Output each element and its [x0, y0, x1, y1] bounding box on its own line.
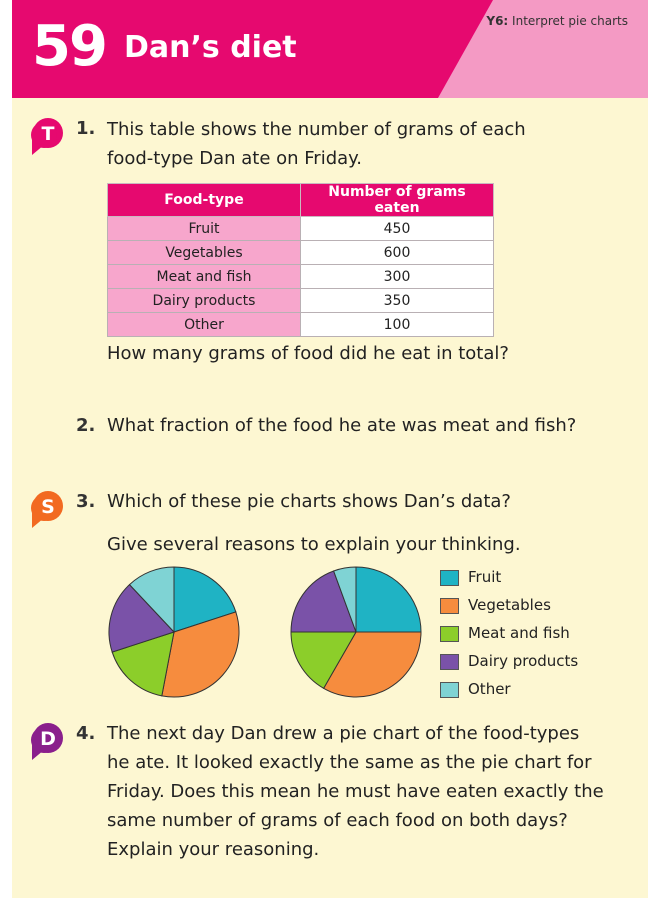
page-title: Dan’s diet	[124, 30, 297, 65]
header-banner: 59 Dan’s diet Y6: Interpret pie charts	[12, 0, 648, 98]
table-row: Other 100	[107, 312, 494, 337]
worksheet-page: 59 Dan’s diet Y6: Interpret pie charts T…	[12, 0, 648, 898]
table-row: Dairy products 350	[107, 288, 494, 313]
question-4-line-2: he ate. It looked exactly the same as th…	[107, 752, 592, 773]
legend-swatch	[440, 654, 459, 670]
s-badge-icon: S	[31, 491, 63, 528]
t-badge-icon: T	[31, 118, 63, 155]
question-1-line-2: food-type Dan ate on Friday.	[107, 148, 362, 169]
table-row: Fruit 450	[107, 216, 494, 241]
question-4-line-1: The next day Dan drew a pie chart of the…	[107, 723, 580, 744]
legend-swatch	[440, 570, 459, 586]
question-1-number: 1.	[76, 118, 96, 139]
pie-chart-a	[108, 566, 240, 698]
legend-label: Vegetables	[468, 596, 551, 614]
question-1-followup: How many grams of food did he eat in tot…	[107, 343, 509, 364]
pie-slice-fruit	[355, 566, 422, 633]
food-table: Food-type Number of grams eaten Fruit 450…	[107, 183, 494, 337]
table-row: Vegetables 600	[107, 240, 494, 265]
food-type-cell: Fruit	[107, 216, 301, 241]
pie-slice-vegetables	[322, 631, 422, 698]
pie-slice-dairy-products	[290, 570, 357, 633]
grams-cell: 450	[300, 216, 494, 241]
legend-swatch	[440, 626, 459, 642]
grams-cell: 600	[300, 240, 494, 265]
topic-prefix: Y6:	[486, 14, 509, 28]
question-1-text: This table shows the number of grams of …	[107, 115, 526, 173]
pie-slice-other	[128, 566, 175, 634]
question-4-line-3: Friday. Does this mean he must have eate…	[107, 781, 604, 802]
table-header-food-type: Food-type	[107, 183, 301, 217]
pie-slice-meat-and-fish	[111, 631, 175, 697]
table-header-row: Food-type Number of grams eaten	[107, 183, 494, 217]
legend-swatch	[440, 598, 459, 614]
table-row: Meat and fish 300	[107, 264, 494, 289]
question-3-text: Which of these pie charts shows Dan’s da…	[107, 491, 511, 512]
legend-swatch	[440, 682, 459, 698]
question-4-line-5: Explain your reasoning.	[107, 839, 320, 860]
pie-slice-dairy-products	[108, 583, 175, 653]
grams-cell: 300	[300, 264, 494, 289]
t-badge-letter: T	[42, 123, 55, 145]
question-2-number: 2.	[76, 415, 96, 436]
s-badge-letter: S	[41, 496, 55, 518]
legend-label: Fruit	[468, 568, 502, 586]
topic-label: Y6: Interpret pie charts	[486, 14, 628, 28]
question-3-followup: Give several reasons to explain your thi…	[107, 534, 521, 555]
question-4-text: The next day Dan drew a pie chart of the…	[107, 719, 604, 864]
question-2-text: What fraction of the food he ate was mea…	[107, 415, 577, 436]
d-badge-letter: D	[40, 728, 56, 750]
pie-chart-b	[290, 566, 422, 698]
food-type-cell: Meat and fish	[107, 264, 301, 289]
food-type-cell: Vegetables	[107, 240, 301, 265]
pie-slice-fruit	[173, 566, 237, 633]
food-type-cell: Dairy products	[107, 288, 301, 313]
pie-slice-meat-and-fish	[290, 631, 357, 690]
legend-label: Meat and fish	[468, 624, 570, 642]
legend-label: Dairy products	[468, 652, 579, 670]
food-type-cell: Other	[107, 312, 301, 337]
pie-slice-vegetables	[161, 611, 240, 698]
pie-slice-other	[332, 566, 357, 633]
question-1-line-1: This table shows the number of grams of …	[107, 119, 526, 140]
question-4-line-4: same number of grams of each food on bot…	[107, 810, 568, 831]
legend-label: Other	[468, 680, 511, 698]
grams-cell: 100	[300, 312, 494, 337]
question-3-number: 3.	[76, 491, 96, 512]
table-header-grams: Number of grams eaten	[300, 183, 494, 217]
d-badge-icon: D	[31, 723, 63, 760]
unit-number: 59	[32, 14, 108, 79]
question-4-number: 4.	[76, 723, 96, 744]
topic-text: Interpret pie charts	[512, 14, 628, 28]
grams-cell: 350	[300, 288, 494, 313]
